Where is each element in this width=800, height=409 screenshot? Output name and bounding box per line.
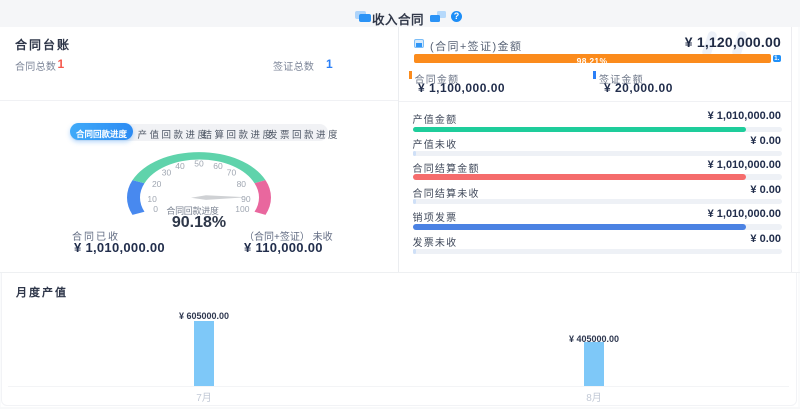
svg-text:60: 60 [213,161,223,171]
svg-text:70: 70 [227,168,237,178]
svg-text:90: 90 [241,194,251,204]
svg-text:30: 30 [162,168,172,178]
svg-text:20: 20 [152,179,162,189]
svg-text:40: 40 [175,161,185,171]
svg-text:50: 50 [194,159,204,169]
svg-text:10: 10 [147,194,157,204]
svg-text:100: 100 [235,204,249,214]
svg-text:80: 80 [237,179,247,189]
svg-text:0: 0 [153,204,158,214]
